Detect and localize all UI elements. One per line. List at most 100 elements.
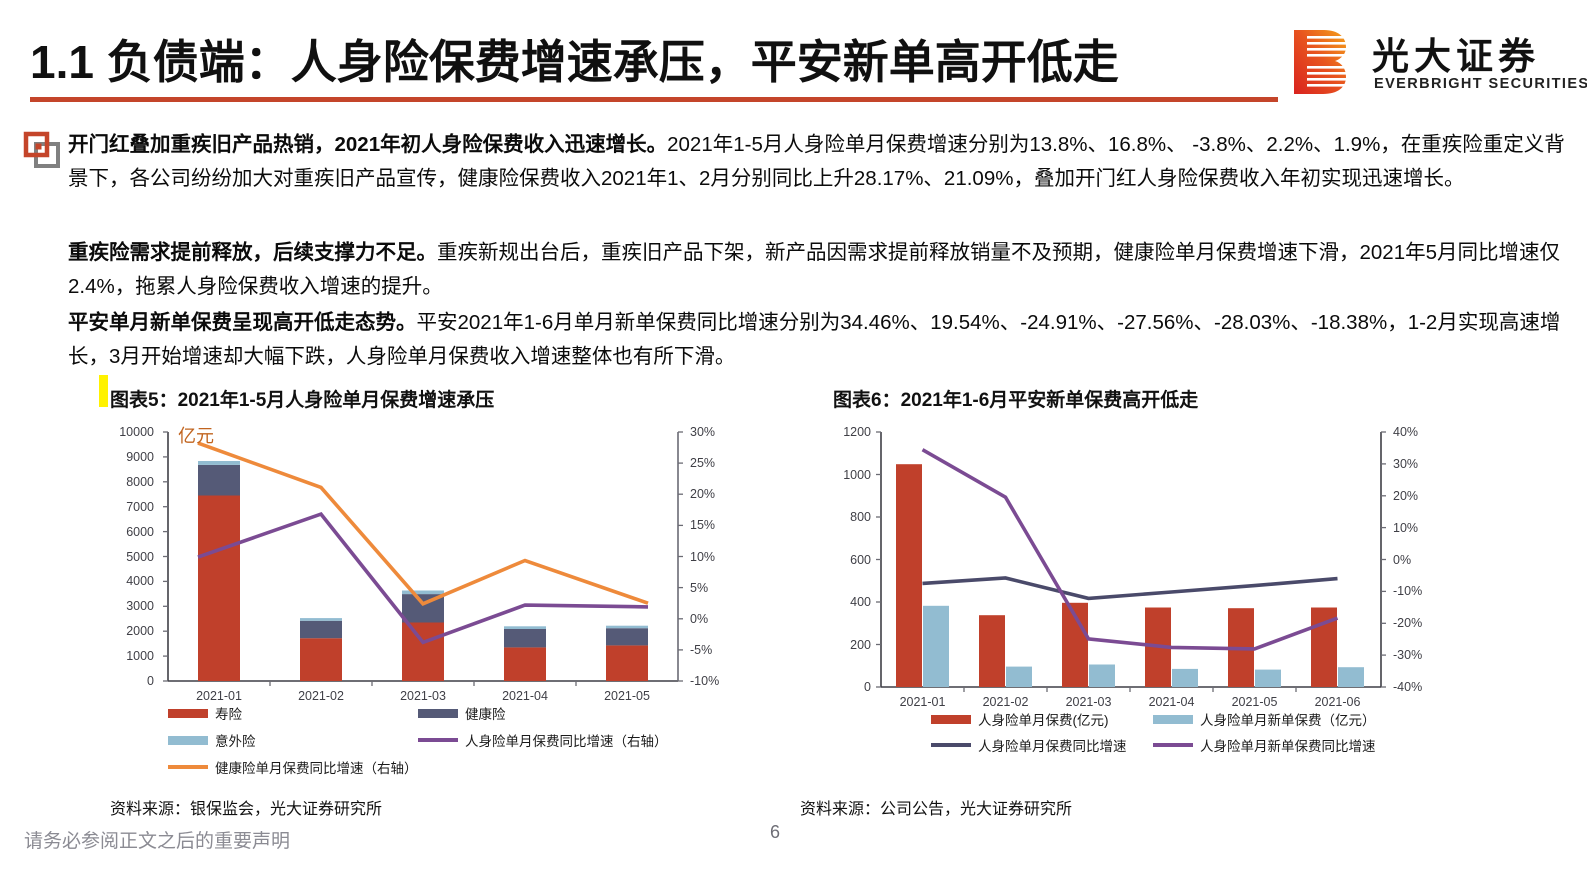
- figure-6: 图表6：2021年1-6月平安新单保费高开低走: [800, 385, 1453, 818]
- legend-swatch-health-icon: [418, 708, 458, 718]
- chart-5-ytick-5000: 5000: [126, 549, 154, 564]
- chart-5-y2tick-30: 30%: [690, 425, 716, 439]
- paragraph-3-body: 平安2021年1-6月单月新单保费同比增速分别为34.46%、19.54%、-2…: [68, 311, 1561, 368]
- legend-item-new-premium-growth[interactable]: 人身险单月新单保费同比增速: [1153, 735, 1376, 755]
- chart-6-xcat-5: 2021-06: [1314, 695, 1361, 709]
- logo-text-english: EVERBRIGHT SECURITIES: [1374, 76, 1587, 92]
- chart-5-ytick-1000: 1000: [126, 649, 154, 664]
- paragraph-3-lead: 平安单月新单保费呈现高开低走态势。: [68, 311, 417, 334]
- chart-5-xcat-3: 2021-04: [502, 689, 548, 703]
- chart-6-y2tick-neg20: -20%: [1393, 616, 1423, 631]
- chart-6-y2tick-0: 0%: [1393, 552, 1412, 567]
- chart-5-ytick-10000: 10000: [119, 425, 154, 439]
- chart-6-xcat-2: 2021-03: [1065, 695, 1112, 709]
- chart-5-ytick-6000: 6000: [126, 524, 154, 539]
- line-new-premium-growth: [921, 448, 1339, 651]
- figure-6-caption: 图表6：2021年1-6月平安新单保费高开低走: [833, 385, 1453, 412]
- chart-5-ytick-2000: 2000: [126, 624, 154, 639]
- bar-newpremium-2021-02: [1006, 666, 1032, 687]
- everbright-logo: 光大证券 EVERBRIGHT SECURITIES: [1294, 28, 1587, 100]
- page-header: 1.1 负债端：人身险保费增速承压，平安新单高开低走: [0, 0, 1587, 115]
- bar-accident-2021-04: [504, 626, 546, 629]
- chart-5-ytick-0: 0: [147, 674, 154, 688]
- paragraph-1: 开门红叠加重疾旧产品热销，2021年初人身险保费收入迅速增长。2021年1-5月…: [68, 128, 1568, 196]
- chart-6-y2tick-20: 20%: [1393, 488, 1419, 503]
- chart-5-y2tick-20: 20%: [690, 487, 716, 502]
- chart-6-legend: 人身险单月保费(亿元) 人身险单月新单保费（亿元） 人身险单月保费同比增速 人身…: [833, 709, 1453, 769]
- double-square-bullet-icon: [22, 130, 62, 170]
- bar-life-2021-04: [504, 647, 546, 681]
- bar-newpremium-2021-06: [1338, 667, 1364, 687]
- legend-swatch-accident-icon: [168, 735, 208, 745]
- bar-health-2021-04: [504, 629, 546, 648]
- legend-item-life[interactable]: 寿险: [168, 703, 242, 723]
- legend-swatch-premium-growth-icon: [931, 743, 971, 747]
- legend-item-monthly-premium[interactable]: 人身险单月保费(亿元): [931, 709, 1109, 729]
- legend-swatch-new-premium-growth-icon: [1153, 743, 1193, 747]
- paragraph-3: 平安单月新单保费呈现高开低走态势。平安2021年1-6月单月新单保费同比增速分别…: [68, 306, 1568, 374]
- chart-6-y2tick-neg40: -40%: [1393, 680, 1423, 694]
- figure-5: 图表5：2021年1-5月人身险单月保费增速承压: [99, 375, 730, 818]
- chart-5-y2tick-neg5: -5%: [690, 642, 713, 657]
- line-health-insurance-growth: [197, 441, 649, 606]
- page-title: 1.1 负债端：人身险保费增速承压，平安新单高开低走: [30, 36, 1119, 88]
- bar-health-2021-05: [606, 628, 648, 646]
- chart-5-xcat-1: 2021-02: [298, 689, 344, 703]
- legend-item-health-growth[interactable]: 健康险单月保费同比增速（右轴）: [168, 757, 418, 777]
- chart-6-svg: [876, 431, 1386, 692]
- bar-life-2021-03: [402, 622, 444, 681]
- chart-5-ytick-7000: 7000: [126, 499, 154, 514]
- bar-life-2021-02: [300, 638, 342, 681]
- legend-label-premium-growth: 人身险单月保费同比增速: [978, 739, 1127, 754]
- chart-5: 10000 9000 8000 7000 6000 5000 4000 3000…: [110, 425, 730, 726]
- bar-accident-2021-02: [300, 618, 342, 621]
- figure-6-source: 资料来源：公司公告，光大证券研究所: [800, 801, 1073, 818]
- bar-newpremium-2021-01: [923, 605, 949, 687]
- paragraph-2-body: 重疾新规出台后，重疾旧产品下架，新产品因需求提前释放销量不及预期，健康险单月保费…: [68, 241, 1561, 298]
- legend-item-new-premium[interactable]: 人身险单月新单保费（亿元）: [1153, 709, 1376, 729]
- chart-5-y2tick-neg10: -10%: [690, 674, 720, 688]
- legend-item-health[interactable]: 健康险: [418, 703, 506, 723]
- line-life-insurance-growth: [197, 511, 649, 645]
- figure-5-caption: 图表5：2021年1-5月人身险单月保费增速承压: [99, 375, 730, 412]
- figure-5-caption-text: 图表5：2021年1-5月人身险单月保费增速承压: [110, 390, 495, 411]
- legend-item-life-growth[interactable]: 人身险单月保费同比增速（右轴）: [418, 730, 668, 750]
- chart-6-ytick-0: 0: [864, 680, 871, 694]
- bar-life-2021-01: [198, 495, 240, 681]
- legend-label-monthly-premium: 人身险单月保费(亿元): [978, 713, 1109, 728]
- figure-5-highlight-mark: [99, 375, 108, 407]
- chart-5-svg: [163, 431, 683, 686]
- bar-accident-2021-03: [402, 590, 444, 595]
- figure-6-caption-text: 图表6：2021年1-6月平安新单保费高开低走: [833, 390, 1199, 411]
- footer-disclaimer: 请务必参阅正文之后的重要声明: [24, 831, 291, 852]
- legend-swatch-new-premium-icon: [1153, 714, 1193, 724]
- bar-newpremium-2021-05: [1255, 669, 1281, 687]
- chart-6-y2tick-40: 40%: [1393, 425, 1419, 439]
- chart-6-y2tick-30: 30%: [1393, 456, 1419, 471]
- chart-6-xcat-0: 2021-01: [899, 695, 946, 709]
- bar-health-2021-01: [198, 464, 240, 496]
- chart-6: 1200 1000 800 600 400 200 0 40% 30% 20% …: [833, 425, 1453, 726]
- legend-swatch-life-growth-icon: [418, 738, 458, 742]
- figure-5-source: 资料来源：银保监会，光大证券研究所: [110, 801, 383, 818]
- chart-6-ytick-200: 200: [850, 637, 871, 652]
- chart-6-xcat-3: 2021-04: [1148, 695, 1195, 709]
- legend-item-accident[interactable]: 意外险: [168, 730, 256, 750]
- page-number: 6: [770, 822, 781, 842]
- chart-6-y2tick-neg30: -30%: [1393, 648, 1423, 663]
- legend-label-accident: 意外险: [215, 734, 256, 749]
- chart-5-xcat-4: 2021-05: [604, 689, 650, 703]
- legend-label-health-growth: 健康险单月保费同比增速（右轴）: [215, 761, 418, 776]
- bar-newpremium-2021-04: [1172, 668, 1198, 687]
- bar-accident-2021-01: [198, 461, 240, 465]
- legend-label-new-premium-growth: 人身险单月新单保费同比增速: [1200, 739, 1376, 754]
- legend-swatch-life-icon: [168, 708, 208, 718]
- legend-item-premium-growth[interactable]: 人身险单月保费同比增速: [931, 735, 1127, 755]
- chart-6-ytick-400: 400: [850, 595, 871, 609]
- chart-5-ytick-9000: 9000: [126, 450, 154, 464]
- bar-premium-2021-01: [896, 464, 922, 687]
- chart-6-y2tick-neg10: -10%: [1393, 584, 1423, 599]
- chart-6-ytick-800: 800: [850, 510, 871, 524]
- everbright-b-mark-icon: [1294, 30, 1346, 94]
- chart-5-legend: 寿险 健康险 意外险 人身险单月保费同比增速（右轴） 健康险单月保费同比增速（右…: [110, 703, 730, 789]
